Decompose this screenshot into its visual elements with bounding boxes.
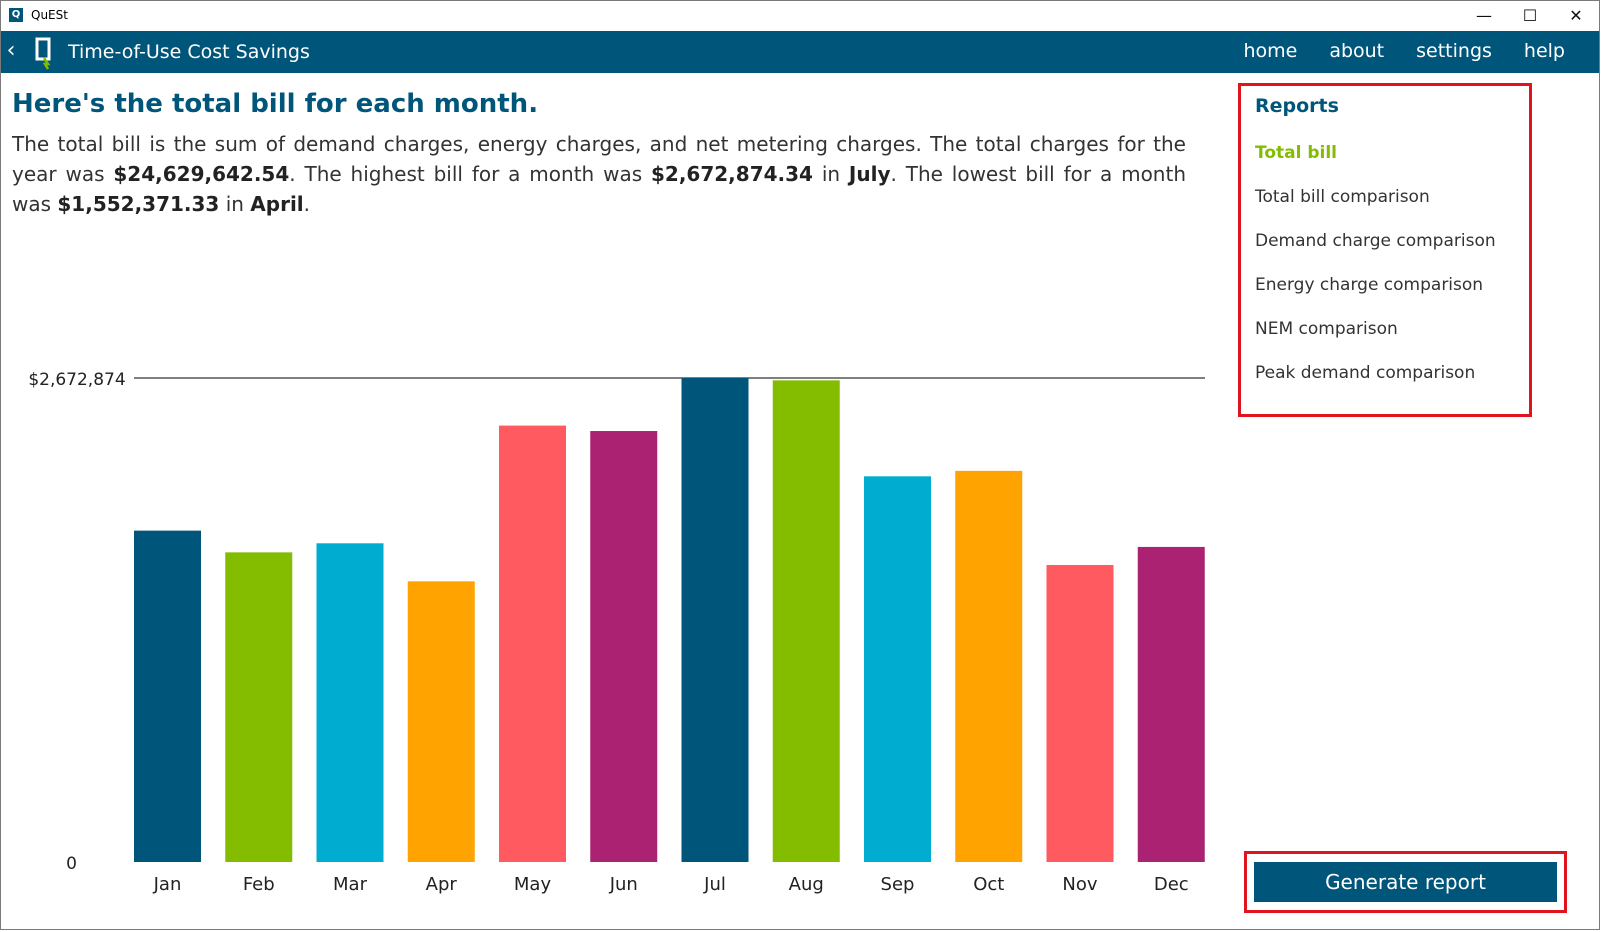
desc-text-5: in — [219, 192, 251, 216]
x-tick-label: Nov — [1062, 874, 1097, 895]
desc-text-3: in — [812, 162, 849, 186]
sidebar-title: Reports — [1255, 95, 1339, 117]
bar-oct — [955, 470, 1023, 862]
top-nav: home about settings help — [1227, 40, 1581, 62]
desc-text-1: The total bill is the sum of demand char… — [12, 132, 1186, 186]
lowest-bill-month: April — [250, 192, 304, 216]
generate-report-frame: Generate report — [1244, 851, 1567, 913]
window-title: QuESt — [31, 8, 68, 22]
report-description: The total bill is the sum of demand char… — [12, 129, 1186, 219]
sidebar-item-total-bill[interactable]: Total bill — [1255, 143, 1338, 163]
total-charges-value: $24,629,642.54 — [113, 162, 290, 186]
monthly-bill-bar-chart: $2,672,874 0 Jan Feb Mar Apr May Jun Jul Aug Sep Oc… — [28, 370, 1205, 895]
bar-may — [499, 425, 566, 862]
desc-text-4: . The lowest bill for a month was — [12, 162, 1187, 216]
title-bar: Q QuESt — ☐ ✕ — [1, 1, 1599, 31]
x-tick-label: Jun — [609, 874, 638, 895]
nav-about-link[interactable]: about — [1329, 40, 1385, 62]
bar-mar — [316, 543, 384, 862]
x-tick-label: Jan — [153, 874, 182, 895]
x-tick-label: Sep — [881, 874, 915, 895]
desc-text-2: . The highest bill for a month was — [289, 162, 651, 186]
x-tick-label: Mar — [333, 874, 368, 895]
x-tick-label: Dec — [1154, 874, 1189, 895]
bar-jul — [681, 378, 749, 862]
reports-sidebar: Reports Total bill Total bill comparison… — [1238, 83, 1532, 417]
sidebar-item-total-bill-comparison[interactable]: Total bill comparison — [1255, 187, 1430, 207]
sidebar-item-nem-comparison[interactable]: NEM comparison — [1255, 319, 1398, 339]
minimize-button[interactable]: — — [1476, 6, 1492, 25]
x-tick-label: Jul — [703, 874, 726, 895]
highest-bill-value: $2,672,874.34 — [651, 162, 813, 186]
quest-logo-icon — [35, 37, 51, 70]
maximize-button[interactable]: ☐ — [1522, 6, 1538, 25]
bar-jun — [590, 431, 658, 862]
bar-sep — [864, 476, 931, 862]
y-tick-label: 0 — [66, 854, 77, 874]
x-tick-label: Aug — [789, 874, 824, 895]
generate-report-button[interactable]: Generate report — [1254, 862, 1557, 902]
nav-help-link[interactable]: help — [1523, 40, 1565, 62]
bar-apr — [407, 581, 475, 862]
y-tick-label: $2,672,874 — [28, 370, 125, 390]
x-tick-label: Oct — [973, 874, 1004, 895]
close-button[interactable]: ✕ — [1569, 6, 1583, 25]
sidebar-item-peak-demand-comparison[interactable]: Peak demand comparison — [1255, 363, 1476, 383]
bar-aug — [772, 380, 840, 862]
bar-feb — [225, 552, 293, 862]
x-tick-label: Feb — [243, 874, 275, 895]
page-title: Time-of-Use Cost Savings — [68, 41, 310, 63]
nav-home-link[interactable]: home — [1243, 40, 1298, 62]
report-heading: Here's the total bill for each month. — [12, 89, 539, 119]
x-tick-label: Apr — [426, 874, 458, 895]
back-icon[interactable]: ‹ — [6, 38, 16, 63]
highest-bill-month: July — [848, 162, 891, 186]
x-tick-label: May — [514, 874, 552, 895]
desc-text-6: . — [303, 192, 311, 216]
bar-jan — [134, 530, 201, 862]
sidebar-item-demand-charge-comparison[interactable]: Demand charge comparison — [1255, 231, 1496, 251]
nav-bar: ‹ Time-of-Use Cost Savings home about se… — [1, 31, 1599, 73]
lowest-bill-value: $1,552,371.33 — [57, 192, 220, 216]
sidebar-item-energy-charge-comparison[interactable]: Energy charge comparison — [1255, 275, 1484, 295]
nav-settings-link[interactable]: settings — [1416, 40, 1492, 62]
bar-dec — [1137, 546, 1205, 862]
bar-nov — [1046, 565, 1114, 862]
app-icon: Q — [9, 8, 23, 22]
